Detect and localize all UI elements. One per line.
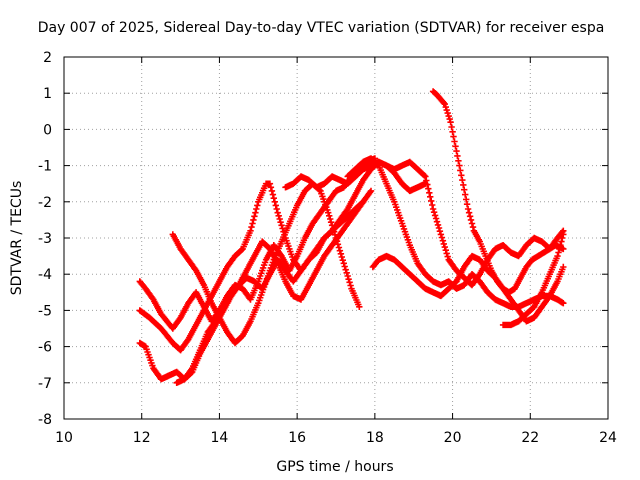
x-tick-label: 14: [211, 430, 229, 446]
y-tick-label: 0: [43, 122, 52, 138]
y-tick-label: -1: [38, 159, 52, 175]
x-tick-label: 22: [521, 430, 539, 446]
x-tick-label: 24: [599, 430, 617, 446]
chart-title: Day 007 of 2025, Sidereal Day-to-day VTE…: [38, 20, 605, 36]
series-markers: [173, 158, 429, 386]
y-tick-label: -2: [38, 195, 52, 211]
x-axis-label: GPS time / hours: [276, 459, 393, 475]
series-markers: [344, 155, 567, 310]
series-track-5: [173, 158, 429, 386]
y-tick-label: -8: [38, 412, 52, 428]
series-markers: [429, 88, 567, 296]
y-tick-label: -3: [38, 231, 52, 247]
y-tick-label: -4: [38, 267, 52, 283]
series-track-9: [429, 88, 567, 296]
x-tick-label: 18: [366, 430, 384, 446]
y-tick-label: 1: [43, 86, 52, 102]
x-tick-label: 16: [288, 430, 306, 446]
series-track-10: [499, 231, 567, 329]
y-tick-label: -7: [38, 376, 52, 392]
series-track-8: [369, 252, 567, 325]
series-layer: [136, 88, 567, 386]
y-tick-label: -6: [38, 340, 52, 356]
y-axis-label: SDTVAR / TECUs: [9, 181, 25, 296]
y-tick-label: 2: [43, 50, 52, 66]
series-markers: [499, 231, 567, 329]
series-track-7: [344, 155, 567, 310]
series-markers: [369, 252, 567, 325]
y-tick-label: -5: [38, 303, 52, 319]
x-tick-label: 10: [55, 430, 73, 446]
x-tick-label: 12: [133, 430, 151, 446]
x-tick-label: 20: [444, 430, 462, 446]
